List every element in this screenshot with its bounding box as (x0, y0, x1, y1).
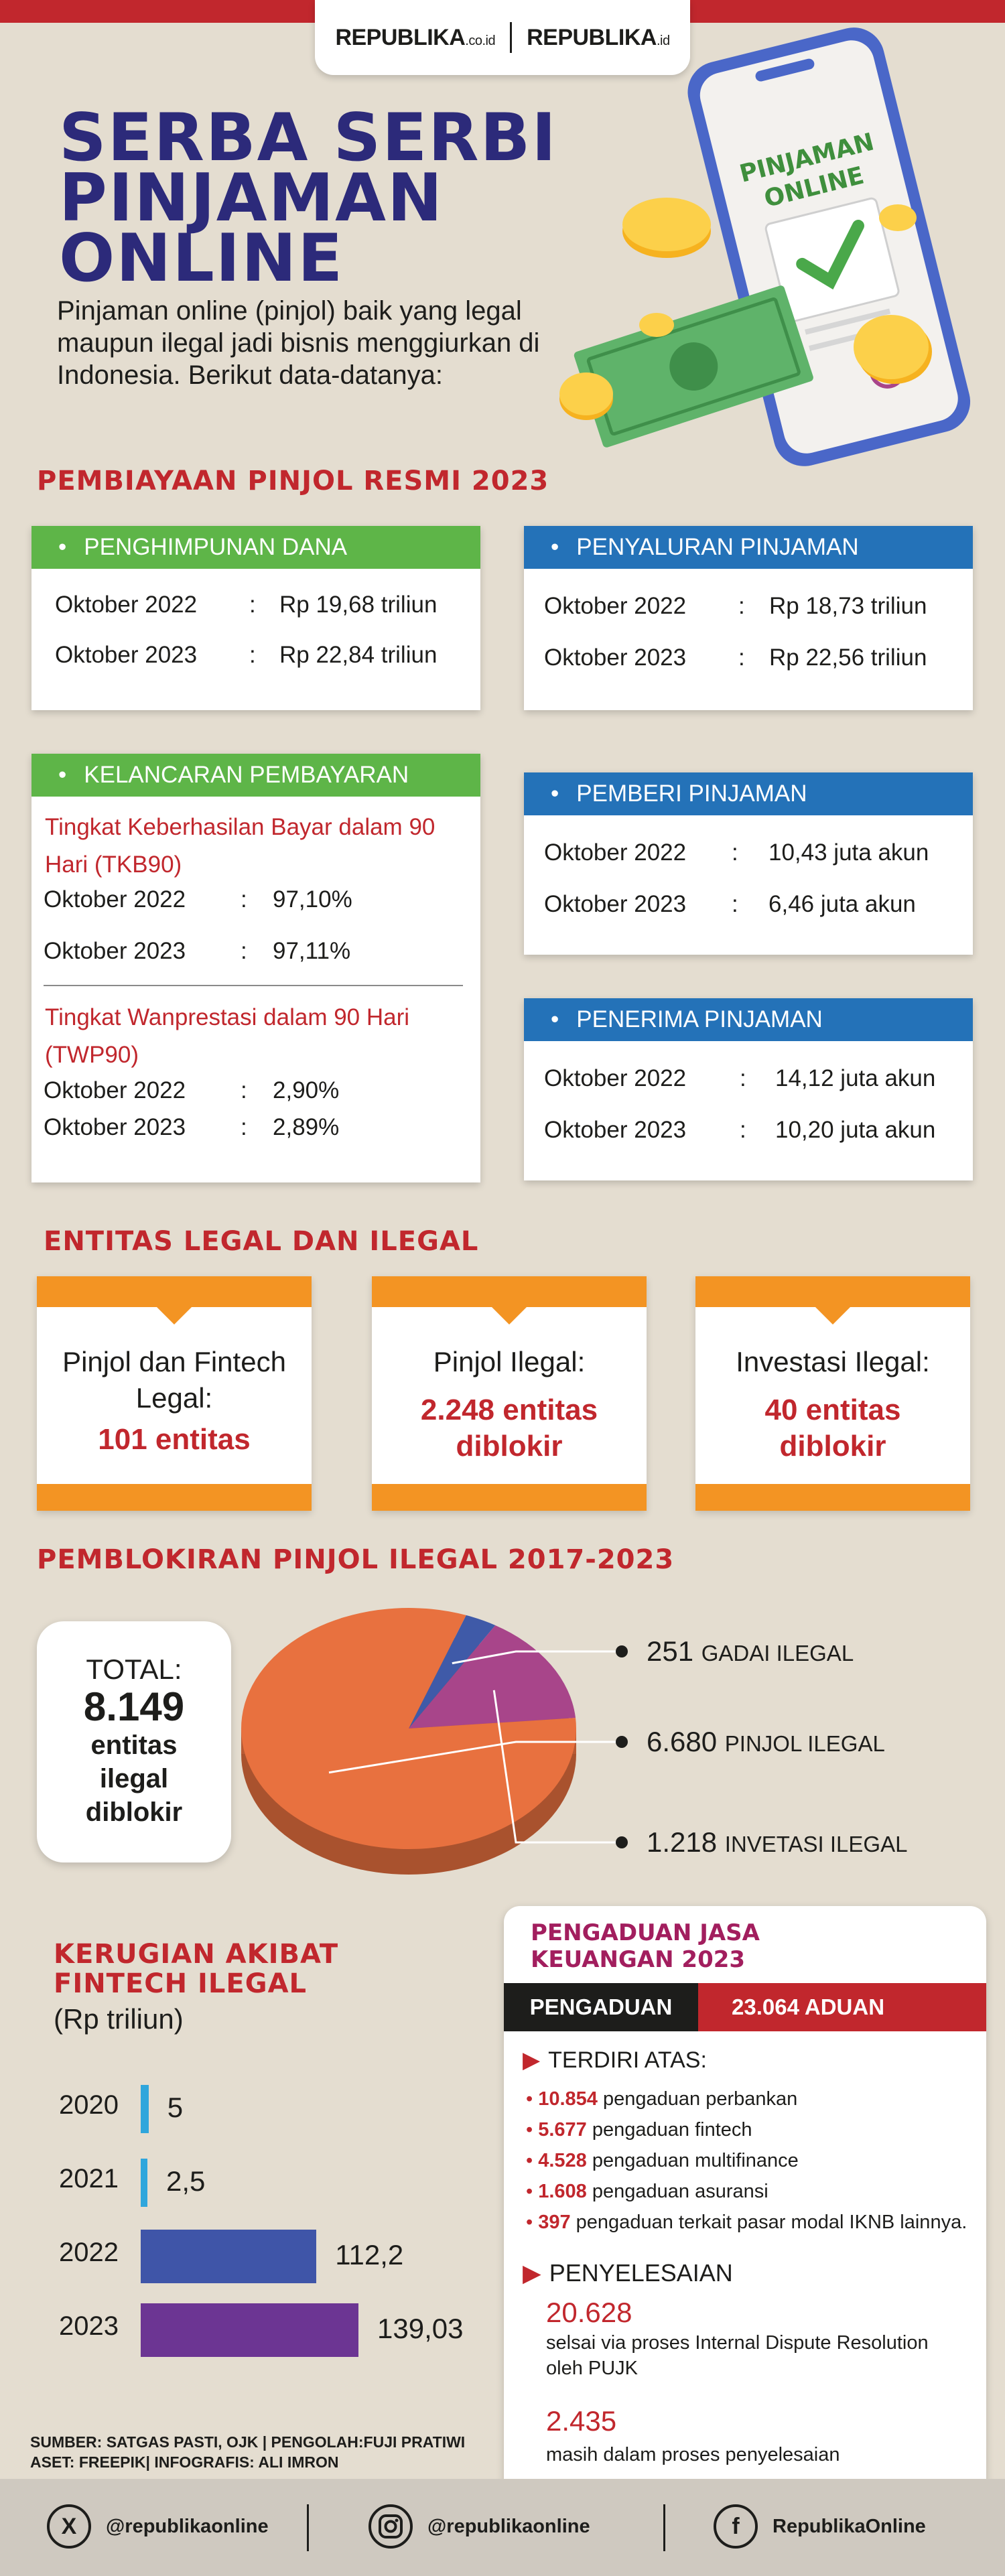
total-desc: entitas ilegal diblokir (85, 1731, 183, 1827)
bar-year-label: 2023 (59, 2311, 119, 2341)
republika-logo: REPUBLIKA.id.co.id REPUBLIKA.id (315, 0, 690, 75)
list-item: • 397 pengaduan terkait pasar modal IKNB… (526, 2212, 967, 2233)
entity-box-pinjol-ilegal: Pinjol Ilegal: 2.248 entitas diblokir (372, 1276, 647, 1511)
list-item: • 1.608 pengaduan asuransi (526, 2181, 768, 2202)
title-line-3: ONLINE (59, 220, 344, 297)
bar-value-label: 5 (167, 2092, 184, 2123)
credits-line-1: SUMBER: SATGAS PASTI, OJK | PENGOLAH:FUJ… (30, 2433, 466, 2451)
pie-leader-line (492, 1690, 616, 1844)
bar-value-label: 112,2 (335, 2239, 404, 2270)
bar-2020 (141, 2085, 149, 2133)
card-penyaluran: • PENYALURAN PINJAMAN Oktober 2022 : Rp 1… (524, 526, 973, 710)
section2-title: ENTITAS LEGAL DAN ILEGAL (44, 1226, 479, 1257)
total-box: TOTAL: 8.149 entitas ilegal diblokir (37, 1621, 231, 1862)
entity-box-investasi-ilegal: Investasi Ilegal: 40 entitas diblokir (695, 1276, 970, 1511)
complaint-badge-value: 23.064 ADUAN (698, 1983, 986, 2031)
pie-leader-dot (616, 1736, 628, 1748)
section4-title: KERUGIAN AKIBAT FINTECH ILEGAL (54, 1939, 339, 1999)
terdiri-heading: ▶ TERDIRI ATAS: (523, 2047, 707, 2074)
bar-2023 (141, 2303, 358, 2357)
social-facebook[interactable]: f RepublikaOnline (714, 2504, 926, 2549)
title-line-1: SERBA SERBI (59, 100, 557, 176)
res2-text: masih dalam proses penyelesaian (546, 2444, 840, 2465)
pie-label: 251 GADAI ILEGAL (647, 1635, 854, 1667)
bar-year-label: 2022 (59, 2238, 119, 2267)
x-icon: X (47, 2504, 91, 2549)
triangle-icon: ▶ (523, 2047, 541, 2073)
list-item: • 4.528 pengaduan multifinance (526, 2150, 799, 2171)
pie-leader-dot (616, 1836, 628, 1848)
footer-bar (0, 2479, 1005, 2576)
phone-illustration: PINJAMAN ONLINE (559, 27, 971, 466)
bar-value-label: 139,03 (377, 2313, 464, 2344)
res1-number: 20.628 (546, 2297, 632, 2328)
social-x[interactable]: X @republikaonline (47, 2504, 269, 2549)
pie-leader-dot (616, 1645, 628, 1657)
section1-title: PEMBIAYAAN PINJOL RESMI 2023 (37, 466, 549, 496)
social-instagram[interactable]: @republikaonline (368, 2504, 590, 2549)
card-penerima: • PENERIMA PINJAMAN Oktober 2022 : 14,12 … (524, 998, 973, 1180)
facebook-icon: f (714, 2504, 758, 2549)
triangle-icon: ▶ (523, 2259, 541, 2287)
divider (44, 985, 463, 986)
pie-slice-0 (409, 1615, 496, 1728)
entity-box-legal: Pinjol dan Fintech Legal: 101 entitas (37, 1276, 312, 1511)
intro-text: Pinjaman online (pinjol) baik yang legal… (57, 296, 540, 390)
list-item: • 5.677 pengaduan fintech (526, 2119, 752, 2141)
bar-2022 (141, 2230, 317, 2283)
card-kelancaran: • KELANCARAN PEMBAYARAN Tingkat Keberhasi… (31, 754, 480, 1182)
bar-year-label: 2021 (59, 2164, 119, 2193)
total-value: 8.149 (83, 1684, 185, 1729)
title-line-2: PINJAMAN (59, 160, 444, 236)
bar-chart: 2020 5 2021 2,5 2022 112,2 2023 139,03 (0, 2063, 509, 2385)
section4-subtitle: (Rp triliun) (54, 2003, 184, 2035)
res1-text: selsai via proses Internal Dispute Resol… (546, 2332, 929, 2379)
penyelesaian-heading: ▶ PENYELESAIAN (523, 2259, 733, 2287)
list-item: • 10.854 pengaduan perbankan (526, 2088, 798, 2110)
total-label: TOTAL: (86, 1653, 182, 1685)
pie-label: 6.680 PINJOL ILEGAL (647, 1726, 885, 1757)
bar-2021 (141, 2159, 147, 2207)
instagram-icon (368, 2504, 413, 2549)
pie-label: 1.218 INVETASI ILEGAL (647, 1826, 907, 1858)
section3-title: PEMBLOKIRAN PINJOL ILEGAL 2017-2023 (37, 1544, 675, 1575)
complaint-title: PENGADUAN JASA KEUANGAN 2023 (531, 1919, 760, 1973)
pie-slice-1 (241, 1608, 576, 1849)
bar-year-label: 2020 (59, 2090, 119, 2120)
res2-number: 2.435 (546, 2405, 617, 2437)
card-pemberi: • PEMBERI PINJAMAN Oktober 2022 : 10,43 j… (524, 772, 973, 955)
footer-divider (663, 2504, 665, 2551)
card-penghimpunan: • PENGHIMPUNAN DANA Oktober 2022 : Rp 19,… (31, 526, 480, 710)
complaint-list: • 10.854 pengaduan perbankan • 5.677 pen… (526, 2084, 982, 2238)
credits-line-2: ASET: FREEPIK| INFOGRAFIS: ALI IMRON (30, 2453, 339, 2471)
pie-leader-line (452, 1650, 616, 1665)
bar-value-label: 2,5 (166, 2165, 206, 2197)
pie-chart: 251 GADAI ILEGAL 6.680 PINJOL ILEGAL 1.218… (241, 1608, 907, 1875)
footer-divider (307, 2504, 309, 2551)
complaint-badge-label: PENGADUAN (504, 1983, 698, 2031)
pie-leader-line (328, 1741, 616, 1774)
